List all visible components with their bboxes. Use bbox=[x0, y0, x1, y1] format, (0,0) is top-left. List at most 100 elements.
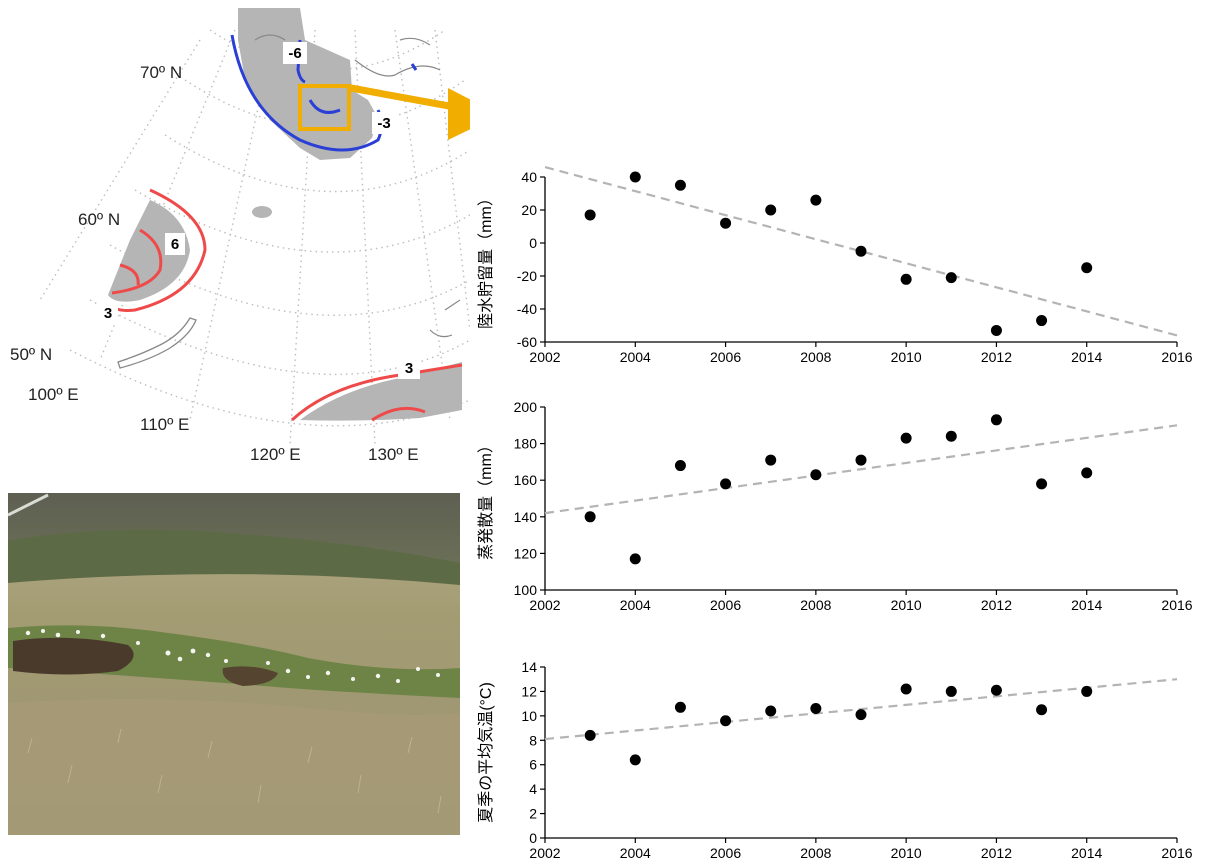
contour-label-text: 3 bbox=[405, 360, 413, 377]
contour-label-minus-3: -3 bbox=[372, 112, 396, 134]
data-point bbox=[990, 324, 1002, 336]
data-point bbox=[900, 273, 912, 285]
data-point bbox=[720, 715, 732, 727]
y-tick-label: -60 bbox=[517, 334, 537, 350]
y-tick-label: 100 bbox=[514, 582, 538, 598]
y-tick-label: 140 bbox=[514, 509, 538, 525]
tundra-landscape-photo bbox=[8, 493, 460, 835]
data-point bbox=[900, 683, 912, 695]
y-tick-label: 12 bbox=[521, 683, 537, 699]
lon-label-120e: 120º E bbox=[250, 445, 301, 464]
contour-6-inner bbox=[119, 263, 140, 286]
lon-label-110e: 110º E bbox=[140, 415, 189, 434]
data-point bbox=[765, 454, 777, 466]
data-point bbox=[990, 414, 1002, 426]
contour-minus-3-inner bbox=[296, 39, 341, 114]
chart-land-water-storage: -60 -40 -20 0 20 40 2002 2004 2006 2008 2010 2012 20… bbox=[477, 166, 1193, 365]
data-point bbox=[855, 709, 867, 721]
highlight-arrow-shaft bbox=[350, 84, 461, 112]
data-point bbox=[629, 171, 641, 183]
data-point bbox=[855, 454, 867, 466]
northern-coastline bbox=[254, 34, 441, 77]
x-tick-label: 2016 bbox=[1161, 349, 1192, 365]
lat-label-50n: 50º N bbox=[10, 345, 52, 364]
inland-lake bbox=[252, 206, 272, 218]
data-point bbox=[1036, 315, 1048, 327]
x-tick-label: 2006 bbox=[710, 349, 741, 365]
x-tick-label: 2002 bbox=[529, 597, 560, 613]
data-point bbox=[1081, 685, 1093, 697]
lon-label-130e: 130º E bbox=[368, 445, 419, 464]
data-point bbox=[1036, 478, 1048, 490]
trend-line bbox=[544, 166, 1178, 337]
foreground-grass bbox=[8, 699, 460, 835]
x-tick-label: 2004 bbox=[620, 349, 651, 365]
y-tick-label: 200 bbox=[514, 399, 538, 415]
data-point bbox=[720, 478, 732, 490]
western-land-region bbox=[108, 200, 190, 302]
data-point bbox=[990, 684, 1002, 696]
contour-6-southeast bbox=[371, 406, 426, 422]
data-point bbox=[810, 703, 822, 715]
x-tick-label: 2014 bbox=[1071, 845, 1102, 861]
y-axis-title: 蒸発散量（mm） bbox=[477, 437, 495, 560]
y-tick-label: 2 bbox=[529, 806, 537, 822]
y-tick-label: 120 bbox=[514, 545, 538, 561]
x-tick-label: 2004 bbox=[620, 597, 651, 613]
x-tick-label: 2010 bbox=[891, 349, 922, 365]
data-point bbox=[810, 194, 822, 206]
y-axis-title: 夏季の平均気温(°C) bbox=[477, 682, 495, 823]
data-point bbox=[765, 705, 777, 717]
x-tick-label: 2006 bbox=[710, 597, 741, 613]
data-point bbox=[674, 701, 686, 713]
data-point bbox=[855, 245, 867, 257]
data-point bbox=[720, 217, 732, 229]
x-tick-label: 2010 bbox=[891, 597, 922, 613]
x-tick-label: 2016 bbox=[1161, 845, 1192, 861]
data-point bbox=[584, 729, 596, 741]
data-point bbox=[945, 272, 957, 284]
x-tick-label: 2016 bbox=[1161, 597, 1192, 613]
contour-3-southeast bbox=[290, 363, 463, 422]
data-point bbox=[1081, 467, 1093, 479]
lat-label-70n: 70º N bbox=[140, 63, 182, 82]
y-tick-label: 6 bbox=[529, 757, 537, 773]
contour-label-3-southeast: 3 bbox=[398, 357, 420, 379]
y-tick-label: 0 bbox=[529, 235, 537, 251]
y-tick-label: 40 bbox=[521, 169, 537, 185]
contour-label-text: 6 bbox=[171, 236, 179, 253]
x-tick-label: 2012 bbox=[981, 597, 1012, 613]
data-point bbox=[945, 685, 957, 697]
x-tick-label: 2002 bbox=[529, 349, 560, 365]
data-point bbox=[629, 553, 641, 565]
highlight-arrow-head bbox=[448, 88, 470, 140]
chart-evapotranspiration: 100 120 140 160 180 200 2002 2004 2006 2008 2010 20… bbox=[477, 399, 1193, 613]
y-tick-label: 20 bbox=[521, 202, 537, 218]
data-point bbox=[674, 179, 686, 191]
contour-label-3-west: 3 bbox=[98, 302, 118, 324]
contour-label-text: 3 bbox=[104, 305, 112, 322]
peat-pool bbox=[13, 637, 134, 675]
trend-line bbox=[544, 424, 1178, 515]
data-point bbox=[810, 469, 822, 481]
x-tick-label: 2014 bbox=[1071, 349, 1102, 365]
x-tick-label: 2008 bbox=[800, 845, 831, 861]
x-tick-label: 2012 bbox=[981, 845, 1012, 861]
x-tick-label: 2008 bbox=[800, 349, 831, 365]
data-point bbox=[1036, 704, 1048, 716]
contour-label-text: -3 bbox=[377, 115, 390, 132]
wet-green-patch bbox=[8, 625, 460, 698]
y-tick-label: 8 bbox=[529, 732, 537, 748]
green-ridge bbox=[8, 529, 460, 585]
data-point bbox=[674, 460, 686, 472]
cotton-grass-flowers bbox=[25, 629, 440, 683]
y-tick-label: 4 bbox=[529, 781, 537, 797]
southeast-land-region bbox=[300, 362, 462, 421]
y-tick-label: 14 bbox=[521, 659, 537, 675]
x-tick-label: 2012 bbox=[981, 349, 1012, 365]
regional-trend-map: -6 -3 6 3 3 70º N 60º N 50º N 100º E 110… bbox=[10, 8, 470, 464]
x-tick-label: 2014 bbox=[1071, 597, 1102, 613]
lake-outline bbox=[117, 317, 197, 369]
y-tick-label: 0 bbox=[529, 830, 537, 846]
y-tick-label: -40 bbox=[517, 301, 537, 317]
